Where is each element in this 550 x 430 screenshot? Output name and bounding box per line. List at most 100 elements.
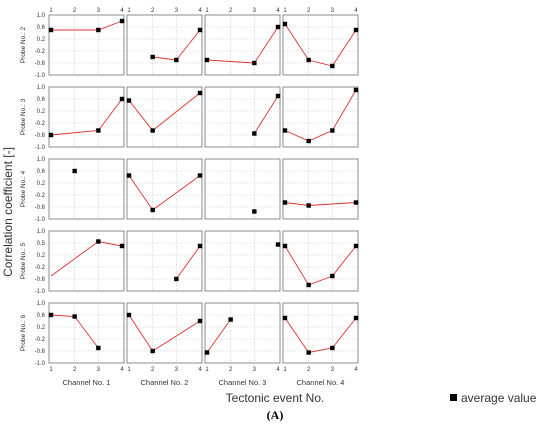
- panel-frame: [126, 158, 203, 220]
- legend-label: average value: [461, 391, 537, 405]
- average-value-point: [330, 273, 335, 279]
- average-value-point: [228, 317, 233, 322]
- series-line: [175, 245, 201, 280]
- average-value-point: [48, 132, 54, 138]
- panel-grid: Probe No.: 21.00.60.2-0.2-0.6-1.01 2 3 4 1 2 3…: [20, 8, 359, 387]
- average-value-point: [174, 57, 179, 63]
- average-value-point: [306, 203, 311, 208]
- y-tick-label: 1.0: [37, 229, 46, 235]
- series-line: [253, 95, 279, 134]
- y-tick-label: 0.6: [37, 97, 46, 103]
- y-tick-label: -0.2: [35, 121, 46, 127]
- average-value-point: [126, 173, 132, 178]
- panel-frame: [126, 86, 203, 148]
- average-value-point: [119, 96, 125, 102]
- average-value-point: [306, 57, 311, 63]
- x-tick-label: 4: [276, 367, 280, 373]
- average-value-point: [330, 63, 335, 69]
- panel-frame: [282, 302, 359, 364]
- x-tick-label: 1: [283, 8, 287, 14]
- average-value-point: [204, 57, 210, 63]
- panel-frame: [48, 14, 125, 76]
- average-value-point: [126, 312, 132, 318]
- average-value-point: [353, 243, 359, 249]
- y-tick-label: 1.0: [37, 301, 46, 307]
- column-label: Channel No. 3: [219, 378, 267, 387]
- average-value-point: [353, 200, 359, 205]
- y-tick-label: -0.2: [35, 49, 46, 55]
- y-tick-label: 0.2: [37, 253, 46, 259]
- panel-frame: [48, 230, 125, 292]
- x-tick-label: 3: [97, 367, 101, 373]
- average-value-point: [306, 282, 311, 288]
- series-line: [128, 92, 201, 132]
- x-tick-label: 2: [151, 367, 155, 373]
- y-tick-label: -0.6: [35, 349, 46, 355]
- average-value-point: [197, 173, 203, 178]
- y-tick-label: -1.0: [35, 361, 46, 367]
- average-value-point: [72, 168, 77, 174]
- row-label: Probe No.: 5: [20, 242, 27, 279]
- column-label: Channel No. 1: [63, 378, 111, 387]
- series-line: [284, 23, 357, 67]
- y-tick-label: -1.0: [35, 73, 46, 79]
- y-tick-label: -0.6: [35, 277, 46, 283]
- x-axis-title: Tectonic event No.: [226, 391, 325, 405]
- average-value-point: [197, 243, 203, 249]
- average-value-point: [330, 345, 335, 351]
- x-tick-label: 1: [49, 367, 53, 373]
- y-tick-label: 1.0: [37, 157, 46, 163]
- series-line: [128, 175, 201, 211]
- average-value-point: [282, 243, 288, 249]
- average-value-point: [353, 87, 359, 93]
- x-tick-label: 3: [253, 8, 257, 14]
- series-line: [284, 89, 357, 142]
- average-value-point: [306, 138, 311, 144]
- average-value-point: [197, 90, 203, 96]
- x-tick-label: 2: [229, 367, 233, 373]
- column-label: Channel No. 2: [141, 378, 189, 387]
- y-axis-title: Correlation coefficient [-]: [1, 147, 15, 277]
- average-value-point: [150, 54, 155, 60]
- column-label: Channel No. 4: [297, 378, 345, 387]
- x-tick-label: 1: [127, 8, 131, 14]
- average-value-point: [275, 242, 281, 247]
- y-tick-label: 0.2: [37, 325, 46, 331]
- row-label: Probe No.: 3: [20, 98, 27, 135]
- average-value-point: [150, 128, 155, 133]
- average-value-point: [126, 98, 132, 103]
- x-tick-label: 4: [198, 8, 202, 14]
- series-line: [206, 26, 279, 64]
- series-line: [51, 20, 123, 31]
- x-tick-label: 1: [127, 367, 131, 373]
- average-value-point: [174, 276, 179, 282]
- x-tick-label: 4: [354, 367, 358, 373]
- legend-marker: [450, 394, 457, 401]
- average-value-point: [282, 200, 288, 205]
- average-value-point: [197, 318, 203, 324]
- x-tick-label: 3: [253, 367, 257, 373]
- panel-frame: [48, 302, 125, 364]
- x-tick-label: 4: [198, 367, 202, 373]
- average-value-point: [48, 27, 54, 33]
- y-tick-label: -0.6: [35, 205, 46, 211]
- x-tick-label: 1: [283, 367, 287, 373]
- series-line: [128, 314, 201, 352]
- panel-frame: [282, 86, 359, 148]
- y-tick-label: -0.2: [35, 193, 46, 199]
- average-value-point: [96, 27, 101, 33]
- series-line: [284, 202, 357, 206]
- row-label: Probe No.: 2: [20, 26, 27, 63]
- average-value-point: [353, 315, 359, 321]
- y-tick-label: -1.0: [35, 145, 46, 151]
- y-tick-label: -1.0: [35, 289, 46, 295]
- average-value-point: [119, 18, 125, 24]
- y-tick-label: -0.6: [35, 133, 46, 139]
- average-value-point: [353, 27, 359, 33]
- panel-frame: [126, 302, 203, 364]
- average-value-point: [150, 207, 155, 213]
- average-value-point: [306, 350, 311, 355]
- x-tick-label: 4: [276, 8, 280, 14]
- y-tick-label: 0.5: [37, 241, 46, 247]
